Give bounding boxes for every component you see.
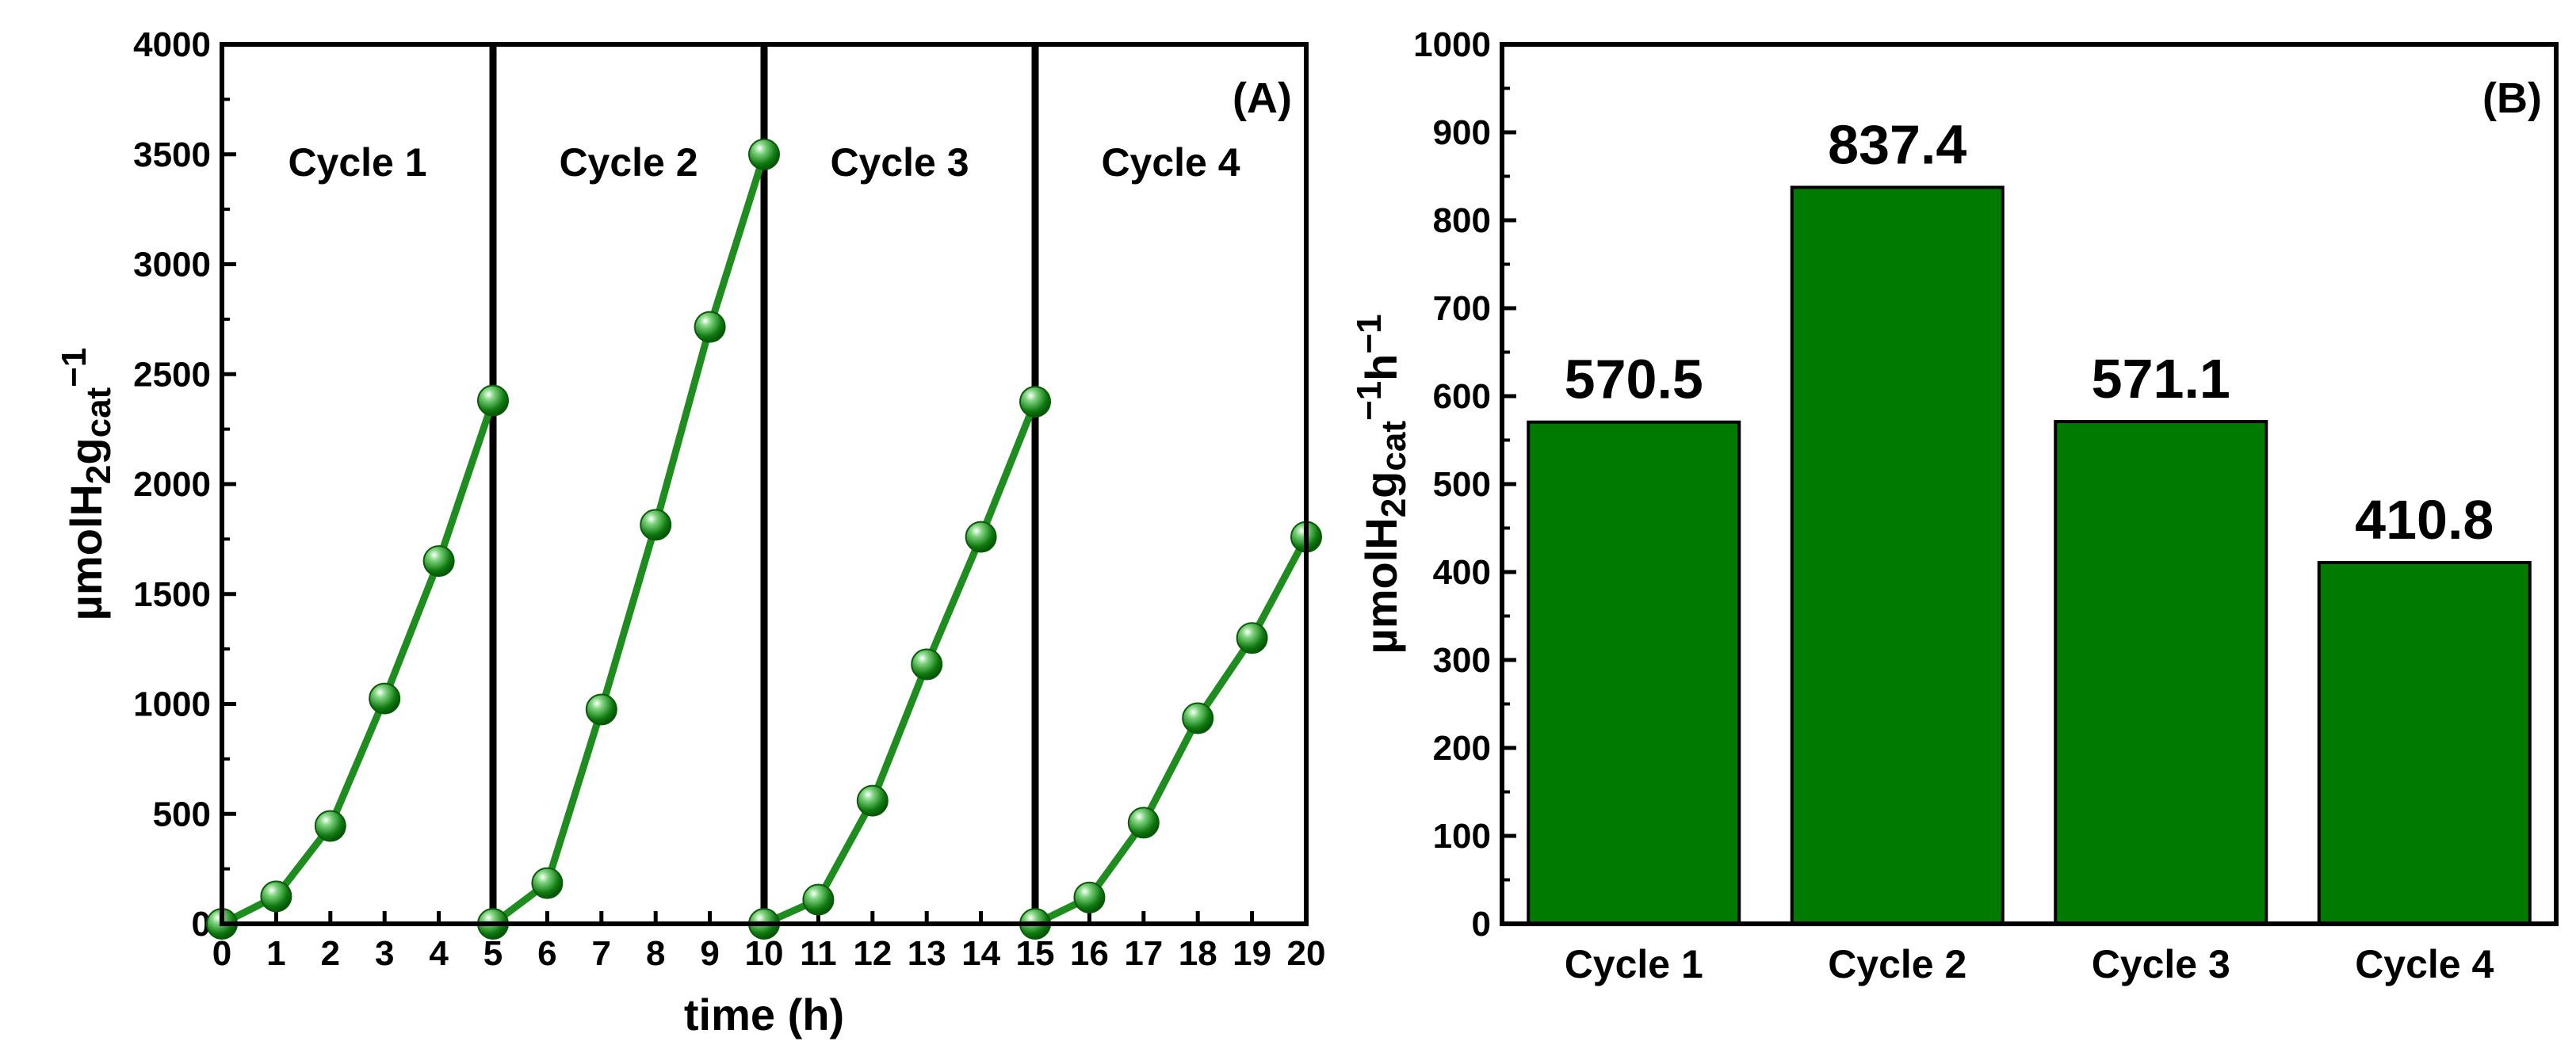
- y-tick-label: 900: [1433, 113, 1491, 152]
- y-tick-label: 3500: [133, 135, 211, 174]
- data-point: [965, 521, 997, 553]
- panel-a-data-points: [206, 138, 1322, 940]
- panel-a-label: (A): [1233, 74, 1292, 122]
- x-tick-label: 10: [745, 934, 784, 973]
- data-point: [1073, 881, 1106, 914]
- bar: [2054, 420, 2268, 925]
- y-tick-label: 300: [1433, 641, 1491, 680]
- y-tick-label: 500: [153, 795, 211, 833]
- bar: [1527, 420, 1741, 925]
- y-tick-label: 800: [1433, 201, 1491, 240]
- cycle-label: Cycle 1: [288, 140, 426, 185]
- bar-value-label: 570.5: [1565, 349, 1703, 410]
- data-point: [1236, 622, 1268, 654]
- x-tick-label: 4: [429, 934, 449, 973]
- bar: [1790, 185, 2005, 925]
- x-tick-label: 17: [1124, 934, 1163, 973]
- x-tick-label: Cycle 1: [1565, 942, 1703, 986]
- panel-b-frame: [1500, 42, 2559, 926]
- bar-value-label: 571.1: [2092, 348, 2230, 410]
- x-tick-label: Cycle 4: [2355, 942, 2494, 986]
- panel-b-value-labels: 570.5 837.4 571.1 410.8: [1565, 113, 2494, 551]
- panel-a-x-axis-title: time (h): [684, 990, 844, 1039]
- x-tick-label: 20: [1287, 934, 1326, 973]
- cycle-label: Cycle 3: [830, 140, 969, 185]
- x-tick-label: 0: [212, 934, 231, 973]
- x-tick-label: 11: [800, 934, 837, 973]
- x-tick-label: Cycle 2: [1828, 942, 1966, 986]
- x-tick-label: 16: [1070, 934, 1109, 973]
- x-tick-label: 19: [1233, 934, 1271, 973]
- data-point: [694, 311, 726, 343]
- x-tick-label: Cycle 3: [2092, 942, 2230, 986]
- data-point: [802, 883, 835, 916]
- x-tick-label: 7: [592, 934, 611, 973]
- y-tick-label: 100: [1433, 817, 1491, 856]
- x-tick-label: 18: [1179, 934, 1217, 973]
- data-point: [748, 138, 780, 170]
- x-tick-label: 14: [961, 934, 1000, 973]
- data-point: [1019, 385, 1051, 418]
- panel-b-chart: 0 100 200 300 400 500 600 700 800 900 1000 Cycle 1 C…: [1350, 25, 2559, 986]
- y-tick-label: 1000: [1413, 25, 1491, 64]
- x-tick-label: 9: [700, 934, 719, 973]
- x-tick-label: 2: [321, 934, 340, 973]
- panel-b-y-axis-title: µmolH2gcat−1h−1: [1350, 314, 1413, 654]
- y-tick-label: 400: [1433, 553, 1491, 592]
- x-tick-label: 15: [1016, 934, 1055, 973]
- panel-b-ticks: 0 100 200 300 400 500 600 700 800 900 1000 Cycle 1 C…: [1413, 25, 2494, 986]
- cycle-label: Cycle 4: [1101, 140, 1240, 185]
- data-point: [1182, 702, 1214, 734]
- data-point: [911, 648, 943, 681]
- bar-value-label: 410.8: [2355, 489, 2494, 551]
- y-tick-label: 2500: [133, 355, 211, 394]
- series-line: [491, 153, 768, 927]
- y-tick-label: 200: [1433, 729, 1491, 768]
- series-line: [762, 400, 1039, 928]
- data-point: [369, 682, 401, 715]
- y-tick-label: 2000: [133, 465, 211, 504]
- panel-b-label: (B): [2482, 74, 2542, 122]
- x-tick-label: 8: [646, 934, 665, 973]
- y-tick-label: 0: [1472, 905, 1491, 944]
- panel-a-frame: [220, 42, 1309, 926]
- y-tick-label: 1000: [133, 685, 211, 724]
- data-point: [422, 545, 455, 578]
- data-point: [260, 880, 292, 913]
- x-tick-label: 6: [537, 934, 556, 973]
- data-point: [531, 867, 564, 899]
- data-point: [1127, 807, 1160, 839]
- data-point: [477, 384, 509, 417]
- y-tick-label: 600: [1433, 377, 1491, 416]
- panel-a-y-axis-title: µmolH2gcat−1: [55, 348, 118, 621]
- y-tick-label: 3000: [133, 246, 211, 284]
- data-point: [640, 509, 672, 541]
- data-point: [314, 810, 346, 842]
- x-tick-label: 12: [853, 934, 892, 973]
- panel-b-bars: [1527, 185, 2532, 926]
- data-point: [856, 784, 889, 817]
- panel-a-cycle-labels: Cycle 1 Cycle 2 Cycle 3 Cycle 4: [288, 140, 1240, 185]
- y-tick-label: 1500: [133, 575, 211, 614]
- x-tick-label: 1: [266, 934, 285, 973]
- series-line: [1034, 535, 1309, 928]
- y-tick-label: 4000: [133, 25, 211, 64]
- y-tick-label: 700: [1433, 289, 1491, 328]
- cycle-dividers: [489, 44, 1039, 924]
- x-tick-label: 5: [483, 934, 503, 973]
- data-point: [585, 693, 617, 726]
- cycle-label: Cycle 2: [559, 140, 698, 185]
- series-line: [220, 399, 497, 928]
- bar-value-label: 837.4: [1828, 113, 1966, 175]
- x-tick-label: 3: [375, 934, 394, 973]
- y-tick-label: 500: [1433, 465, 1491, 504]
- bar: [2317, 561, 2532, 926]
- x-tick-label: 13: [908, 934, 946, 973]
